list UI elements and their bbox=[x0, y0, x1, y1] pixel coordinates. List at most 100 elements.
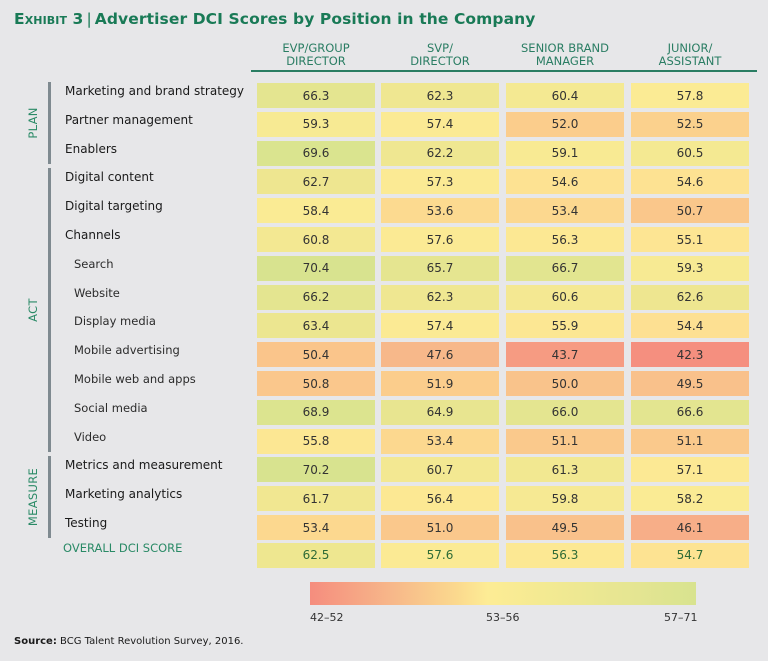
heatmap-cell: 53.4 bbox=[381, 428, 499, 454]
heatmap-cell: 64.9 bbox=[381, 399, 499, 425]
heatmap-cell: 56.3 bbox=[506, 227, 624, 252]
heatmap-cell: 60.6 bbox=[506, 284, 624, 310]
heatmap-cell: 63.4 bbox=[257, 313, 375, 339]
row-label: Social media bbox=[74, 400, 148, 415]
row-label: Search bbox=[74, 256, 114, 271]
heatmap-cell: 50.8 bbox=[257, 371, 375, 396]
heatmap-cell: 55.9 bbox=[506, 313, 624, 339]
heatmap-cell: 59.8 bbox=[506, 486, 624, 512]
heatmap-cell: 53.4 bbox=[506, 198, 624, 224]
group-bracket bbox=[48, 168, 51, 452]
heatmap-cell: 62.2 bbox=[381, 140, 499, 166]
legend-tick-label: 57–71 bbox=[664, 611, 698, 624]
heatmap-cell: 50.0 bbox=[506, 371, 624, 396]
heatmap-cell: 52.0 bbox=[506, 111, 624, 137]
row-label: Partner management bbox=[65, 112, 193, 127]
heatmap-cell: 43.7 bbox=[506, 342, 624, 368]
heatmap-cell: 60.7 bbox=[381, 457, 499, 483]
row-label: Mobile web and apps bbox=[74, 372, 196, 386]
column-header: SVP/DIRECTOR bbox=[410, 41, 470, 68]
heatmap-cell: 51.0 bbox=[381, 515, 499, 540]
title-text: Advertiser DCI Scores by Position in the… bbox=[94, 10, 536, 28]
heatmap-cell: 52.5 bbox=[631, 111, 749, 137]
row-label: Digital content bbox=[65, 170, 154, 185]
heatmap-cell: 62.7 bbox=[257, 169, 375, 195]
heatmap-cell: 60.5 bbox=[631, 140, 749, 166]
heatmap-cell: 59.3 bbox=[631, 255, 749, 281]
row-label: Digital targeting bbox=[65, 199, 163, 214]
heatmap-cell: 57.4 bbox=[381, 111, 499, 137]
heatmap-cell: 59.3 bbox=[257, 111, 375, 137]
overall-score-cell: 54.7 bbox=[631, 542, 749, 568]
row-label: Enablers bbox=[65, 141, 118, 156]
heatmap-cell: 50.7 bbox=[631, 198, 749, 224]
heatmap-cell: 62.6 bbox=[631, 284, 749, 310]
heatmap-cell: 56.4 bbox=[381, 486, 499, 512]
row-label: Marketing analytics bbox=[65, 487, 183, 502]
heatmap-cell: 57.3 bbox=[381, 169, 499, 195]
heatmap-cell: 61.3 bbox=[506, 457, 624, 483]
title-separator: | bbox=[86, 10, 92, 28]
heatmap-cell: 62.3 bbox=[381, 284, 499, 310]
source-text: BCG Talent Revolution Survey, 2016. bbox=[60, 636, 244, 647]
source-label: Source: bbox=[14, 636, 57, 647]
overall-score-cell: 57.6 bbox=[381, 542, 499, 568]
heatmap-cell: 55.1 bbox=[631, 227, 749, 252]
overall-score-cell: 56.3 bbox=[506, 542, 624, 568]
heatmap-cell: 69.6 bbox=[257, 140, 375, 166]
heatmap-cell: 49.5 bbox=[506, 515, 624, 540]
heatmap-cell: 62.3 bbox=[381, 83, 499, 108]
column-header: JUNIOR/ASSISTANT bbox=[658, 41, 722, 68]
heatmap-cell: 57.8 bbox=[631, 83, 749, 108]
heatmap-cell: 66.2 bbox=[257, 284, 375, 310]
exhibit-number: Exhibit 3 bbox=[14, 10, 84, 28]
overall-score-cell: 62.5 bbox=[257, 542, 375, 568]
heatmap-cell: 53.6 bbox=[381, 198, 499, 224]
heatmap-cell: 54.6 bbox=[631, 169, 749, 195]
row-label: Marketing and brand strategy bbox=[65, 84, 245, 98]
heatmap-cell: 70.2 bbox=[257, 457, 375, 483]
heatmap-cell: 53.4 bbox=[257, 515, 375, 540]
heatmap-cell: 61.7 bbox=[257, 486, 375, 512]
heatmap-cell: 54.6 bbox=[506, 169, 624, 195]
heatmap-cell: 57.6 bbox=[381, 227, 499, 252]
heatmap-cell: 49.5 bbox=[631, 371, 749, 396]
source-note: Source: BCG Talent Revolution Survey, 20… bbox=[14, 636, 243, 647]
heatmap-cell: 58.2 bbox=[631, 486, 749, 512]
heatmap-cell: 58.4 bbox=[257, 198, 375, 224]
group-bracket bbox=[48, 82, 51, 164]
heatmap-cell: 66.0 bbox=[506, 399, 624, 425]
heatmap-cell: 51.1 bbox=[631, 428, 749, 454]
heatmap-cell: 68.9 bbox=[257, 399, 375, 425]
heatmap-cell: 46.1 bbox=[631, 515, 749, 540]
row-label: Mobile advertising bbox=[74, 343, 180, 358]
column-header: EVP/GROUP DIRECTOR bbox=[282, 41, 350, 68]
header-rule bbox=[251, 70, 757, 72]
column-header: SENIOR BRAND MANAGER bbox=[521, 41, 609, 68]
legend-color-scale bbox=[310, 582, 696, 605]
group-bracket bbox=[48, 456, 51, 538]
row-label: Display media bbox=[74, 314, 156, 329]
heatmap-cell: 66.6 bbox=[631, 399, 749, 425]
group-label: ACT bbox=[26, 298, 40, 322]
group-label: MEASURE bbox=[26, 468, 40, 527]
heatmap-cell: 70.4 bbox=[257, 255, 375, 281]
heatmap-cell: 60.8 bbox=[257, 227, 375, 252]
heatmap-cell: 60.4 bbox=[506, 83, 624, 108]
overall-score-label: OVERALL DCI SCORE bbox=[63, 540, 183, 555]
heatmap-cell: 51.9 bbox=[381, 371, 499, 396]
heatmap-cell: 57.4 bbox=[381, 313, 499, 339]
heatmap-cell: 55.8 bbox=[257, 428, 375, 454]
heatmap-cell: 42.3 bbox=[631, 342, 749, 368]
heatmap-cell: 57.1 bbox=[631, 457, 749, 483]
legend-tick-label: 53–56 bbox=[486, 611, 520, 624]
row-label: Website bbox=[74, 285, 120, 300]
row-label: Testing bbox=[65, 516, 108, 530]
exhibit-title: Exhibit 3 | Advertiser DCI Scores by Posit… bbox=[14, 10, 536, 28]
heatmap-cell: 54.4 bbox=[631, 313, 749, 339]
group-label: PLAN bbox=[26, 107, 40, 139]
heatmap-cell: 47.6 bbox=[381, 342, 499, 368]
heatmap-cell: 66.3 bbox=[257, 83, 375, 108]
heatmap-cell: 65.7 bbox=[381, 255, 499, 281]
heatmap-cell: 51.1 bbox=[506, 428, 624, 454]
